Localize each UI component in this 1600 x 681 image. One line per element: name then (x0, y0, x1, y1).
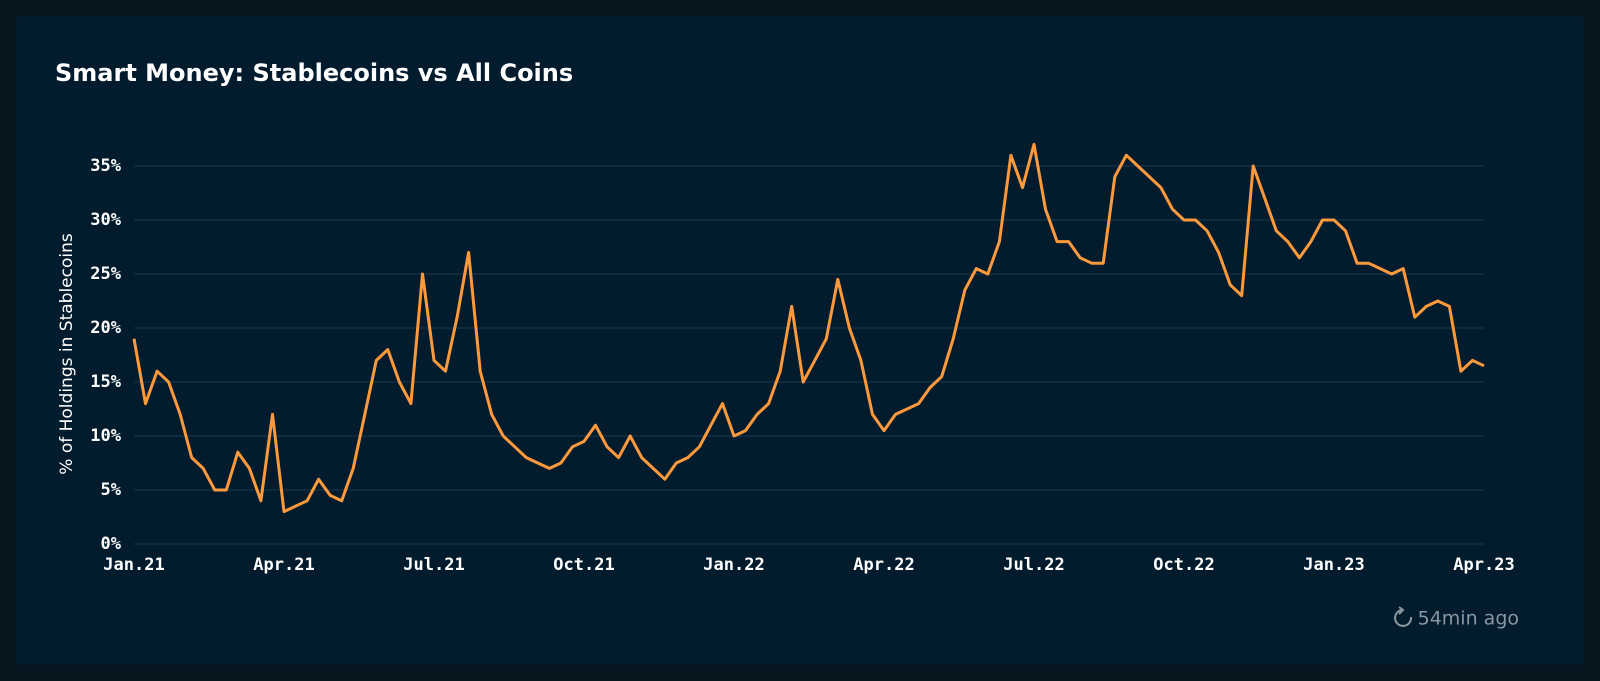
line (132, 142, 1485, 514)
card (16, 16, 1584, 665)
updated-time: 54min ago (1418, 608, 1519, 630)
y-tick-label: 0% (101, 534, 122, 554)
x-tick-label: Apr.21 (253, 555, 314, 575)
y-tick-label: 35% (90, 156, 121, 176)
x-tick-label: Apr.23 (1453, 555, 1514, 575)
y-axis-label: % of Holdings in Stablecoins (57, 233, 77, 475)
x-tick-label: Oct.21 (553, 555, 614, 575)
y-tick-label: 15% (90, 372, 121, 392)
x-tick-label: Jul.22 (1003, 555, 1064, 575)
y-tick-label: 30% (90, 210, 121, 230)
refresh-icon (1394, 606, 1413, 627)
x-tick-label: Apr.22 (853, 555, 914, 575)
y-tick-label: 20% (90, 318, 121, 338)
x-tick-label: Jan.21 (103, 555, 164, 575)
x-tick-label: Jan.22 (703, 555, 764, 575)
x-tick-label: Oct.22 (1153, 555, 1214, 575)
y-tick-label: 5% (101, 480, 122, 500)
y-tick-label: 25% (90, 264, 121, 284)
x-tick-label: Jul.21 (403, 555, 464, 575)
y-tick-label: 10% (90, 426, 121, 446)
x-tick-label: Jan.23 (1303, 555, 1364, 575)
chart-title: Smart Money: Stablecoins vs All Coins (55, 59, 573, 87)
